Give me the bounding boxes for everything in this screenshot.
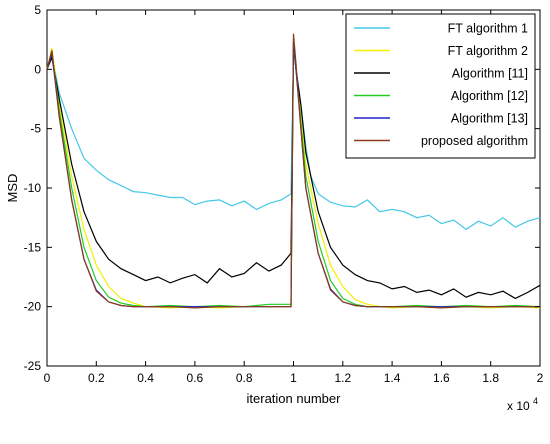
x-tick-label: 1: [290, 371, 297, 385]
x-axis-multiplier-exponent: 4: [533, 396, 538, 406]
legend-entry-label: Algorithm [12]: [451, 89, 528, 103]
series-layer: [46, 33, 541, 309]
y-axis-label: MSD: [5, 174, 20, 203]
x-tick-label: 0.2: [88, 371, 105, 385]
y-tick-label: -10: [24, 181, 42, 195]
x-tick-label: 0.4: [137, 371, 154, 385]
legend-entry-label: Algorithm [13]: [451, 112, 528, 126]
y-axis-ticks: 5 0 -5 -10 -15 -20 -25: [24, 3, 540, 373]
y-tick-label: 0: [34, 62, 41, 76]
x-tick-label: 2: [537, 371, 544, 385]
x-tick-label: 1.4: [384, 371, 401, 385]
legend-box: [345, 13, 536, 159]
y-tick-label: -25: [24, 359, 42, 373]
legend-entry-label: FT algorithm 2: [448, 44, 528, 58]
x-tick-label: 0.6: [187, 371, 204, 385]
y-tick-label: -20: [24, 300, 42, 314]
legend-entry-label: Algorithm [11]: [452, 67, 528, 81]
x-tick-label: 1.2: [334, 371, 351, 385]
x-axis-multiplier: x 10 4: [507, 396, 538, 413]
x-tick-label: 1.6: [433, 371, 450, 385]
series-line-6: [46, 33, 540, 309]
x-tick-label: 1.8: [482, 371, 499, 385]
y-tick-label: 5: [34, 3, 41, 17]
legend-entry-label: FT algorithm 1: [448, 22, 528, 36]
legend-entry-label: proposed algorithm: [421, 134, 528, 148]
legend: FT algorithm 1 FT algorithm 2 Algorithm [1…: [345, 13, 536, 159]
x-tick-label: 0.8: [236, 371, 253, 385]
x-axis-multiplier-base: x 10: [507, 399, 530, 413]
y-tick-label: -15: [24, 240, 42, 254]
y-tick-label: -5: [30, 122, 41, 136]
x-tick-label: 0: [44, 371, 51, 385]
x-axis-ticks: 0 0.2 0.4 0.6 0.8 1 1.2 1.4 1.6 1.8 2: [44, 10, 544, 385]
x-axis-label: iteration number: [247, 391, 342, 406]
